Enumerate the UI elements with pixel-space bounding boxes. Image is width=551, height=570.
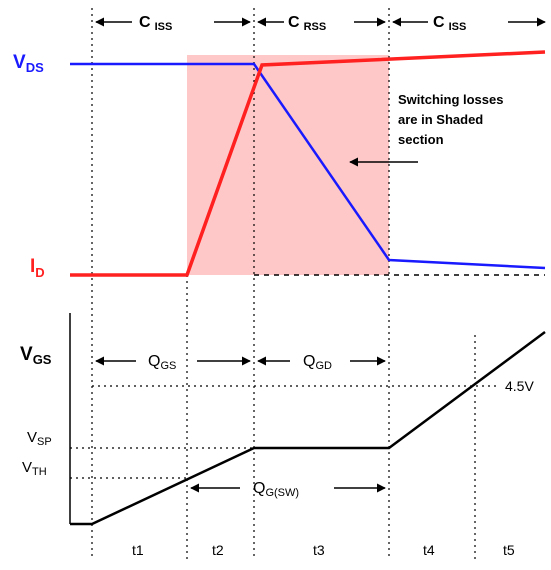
qgsw-label: QG(SW) bbox=[253, 480, 299, 499]
interval-t3: t3 bbox=[313, 542, 325, 558]
id-label: ID bbox=[30, 256, 45, 280]
id-waveform bbox=[70, 50, 546, 277]
time-guides bbox=[91, 8, 476, 560]
region-label-ciss-2: C ISS bbox=[433, 14, 466, 33]
level-4-5v-label: 4.5V bbox=[505, 378, 534, 394]
vds-label: VDS bbox=[13, 52, 44, 75]
qgd-label: QGD bbox=[303, 353, 332, 372]
charge-arrows bbox=[95, 356, 386, 493]
interval-t1: t1 bbox=[132, 542, 144, 558]
vgs-levels bbox=[70, 385, 498, 479]
vsp-label: VSP bbox=[27, 429, 52, 448]
qgs-label: QGS bbox=[148, 353, 176, 372]
region-label-crss: C RSS bbox=[288, 14, 326, 33]
interval-t5: t5 bbox=[503, 542, 515, 558]
switching-loss-shade bbox=[187, 55, 389, 275]
switching-loss-note: Switching losses are in Shaded section bbox=[398, 92, 507, 147]
interval-t2: t2 bbox=[212, 542, 224, 558]
vds-waveform bbox=[70, 62, 546, 270]
region-label-ciss-1: C ISS bbox=[139, 14, 172, 33]
vgs-waveform bbox=[70, 330, 546, 526]
interval-t4: t4 bbox=[423, 542, 435, 558]
vth-label: VTH bbox=[22, 459, 47, 478]
vgs-label: VGS bbox=[20, 344, 52, 367]
